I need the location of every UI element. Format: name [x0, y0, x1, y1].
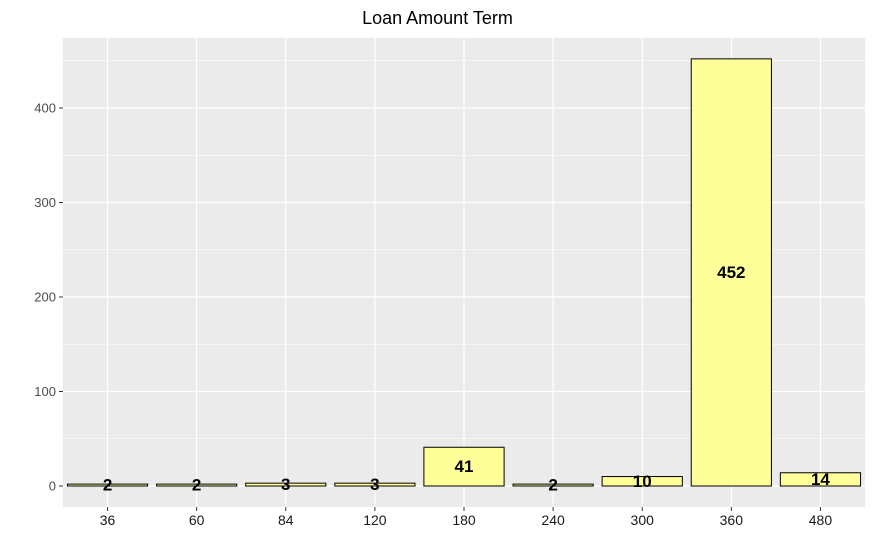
x-tick-label: 84 — [278, 512, 294, 528]
bar-value-label: 452 — [717, 263, 745, 282]
bar-value-label: 41 — [455, 457, 474, 476]
bar-180 — [423, 446, 505, 487]
bar-240 — [512, 483, 594, 487]
bar-300 — [601, 476, 683, 487]
bar-value-label: 14 — [811, 470, 830, 489]
y-axis: 0 100 200 300 400 — [34, 101, 63, 494]
bar-480 — [779, 472, 862, 487]
bar-value-label: 2 — [103, 476, 112, 495]
bar-value-label: 2 — [548, 476, 557, 495]
bar-value-label: 3 — [370, 475, 379, 494]
bars — [66, 58, 862, 487]
y-tick-label: 0 — [49, 479, 56, 494]
y-tick-label: 100 — [34, 384, 56, 399]
x-tick-label: 360 — [720, 512, 744, 528]
chart-title: Loan Amount Term — [362, 8, 513, 28]
x-tick-label: 300 — [631, 512, 655, 528]
x-tick-label: 60 — [189, 512, 205, 528]
bar-60 — [156, 483, 238, 487]
bar-84 — [245, 482, 327, 487]
bar-value-label: 10 — [633, 472, 652, 491]
bar-36 — [66, 483, 149, 487]
bar-120 — [334, 482, 416, 487]
x-tick-label: 240 — [541, 512, 565, 528]
x-tick-label: 36 — [100, 512, 116, 528]
x-axis: 36 60 84 120 180 240 300 360 480 — [100, 507, 833, 528]
x-tick-label: 480 — [809, 512, 833, 528]
bar-labels: 2 2 3 3 41 2 10 452 14 — [103, 263, 831, 495]
x-tick-label: 180 — [452, 512, 476, 528]
y-tick-label: 200 — [34, 290, 56, 305]
x-tick-label: 120 — [363, 512, 387, 528]
bar-value-label: 2 — [192, 476, 201, 495]
y-tick-label: 400 — [34, 101, 56, 116]
bar-360 — [690, 58, 772, 487]
bar-value-label: 3 — [281, 475, 290, 494]
y-tick-label: 300 — [34, 195, 56, 210]
